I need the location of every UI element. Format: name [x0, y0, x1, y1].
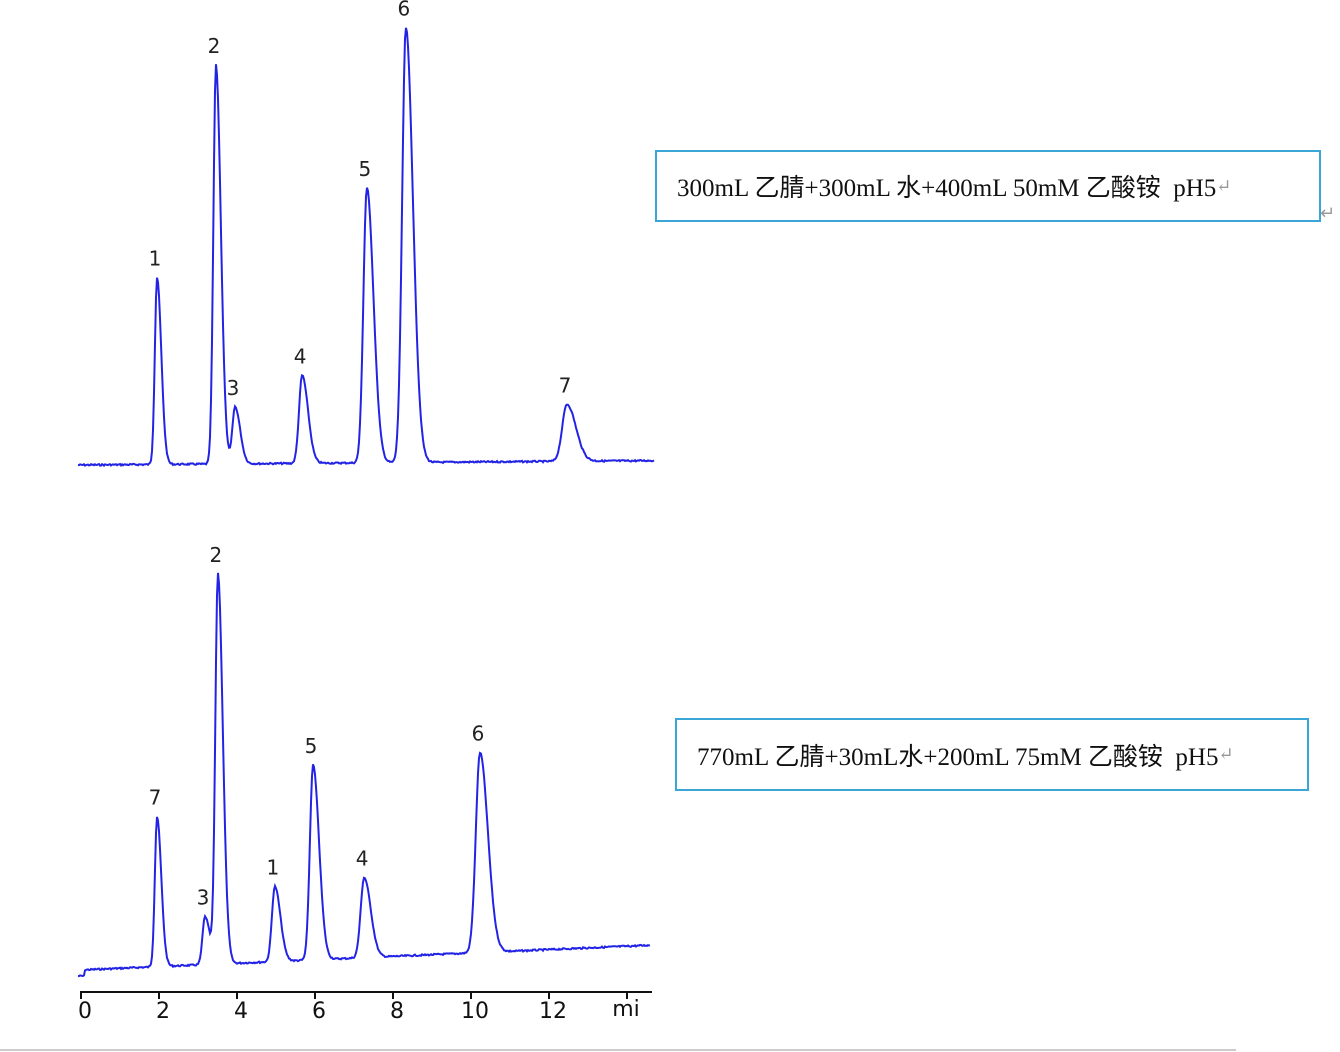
x-tick-label: 8	[390, 999, 404, 1024]
peak-label: 2	[208, 34, 221, 58]
bottom-chromatogram: 7 3 2 1 5 4 6	[77, 543, 651, 978]
peak-label: 6	[398, 0, 411, 21]
peak-label: 5	[305, 734, 318, 758]
x-tick-label: 6	[312, 999, 326, 1024]
return-mark: ↵	[1216, 175, 1232, 196]
x-tick-label: 2	[156, 999, 170, 1024]
condition-text-bottom: 770mL 乙腈+30mL水+200mL 75mM 乙酸铵 pH5	[697, 743, 1219, 771]
peak-label: 7	[559, 373, 572, 397]
peak-label: 4	[294, 344, 307, 368]
x-axis-unit: mi	[612, 997, 640, 1022]
peak-label: 3	[197, 886, 210, 910]
peak-label: 1	[266, 856, 279, 880]
condition-text-top: 300mL 乙腈+300mL 水+400mL 50mM 乙酸铵 pH5	[677, 175, 1217, 202]
x-tick-label: 4	[234, 999, 248, 1024]
peak-label: 6	[472, 722, 485, 746]
divider	[0, 1049, 1236, 1051]
peak-label: 4	[356, 847, 369, 871]
peak-label: 3	[227, 376, 240, 400]
peak-label: 7	[149, 786, 162, 810]
return-mark: ↵	[1320, 203, 1336, 224]
return-mark: ↵	[1218, 744, 1234, 764]
peak-label: 5	[359, 157, 372, 181]
x-axis: 0 2 4 6 8 10 12 mi	[78, 991, 652, 1024]
x-tick-label: 12	[539, 999, 567, 1024]
top-chromatogram: 1 2 3 4 5 6 7	[77, 0, 655, 468]
condition-box-top: 300mL 乙腈+300mL 水+400mL 50mM 乙酸铵 pH5 ↵	[655, 150, 1321, 222]
chromatogram-trace	[77, 572, 651, 978]
peak-label: 2	[210, 543, 223, 567]
x-tick-label: 10	[461, 999, 489, 1024]
condition-box-bottom: 770mL 乙腈+30mL水+200mL 75mM 乙酸铵 pH5 ↵	[675, 718, 1309, 791]
x-tick-label: 0	[78, 999, 92, 1024]
chromatogram-trace	[77, 27, 655, 468]
peak-label: 1	[149, 246, 162, 270]
